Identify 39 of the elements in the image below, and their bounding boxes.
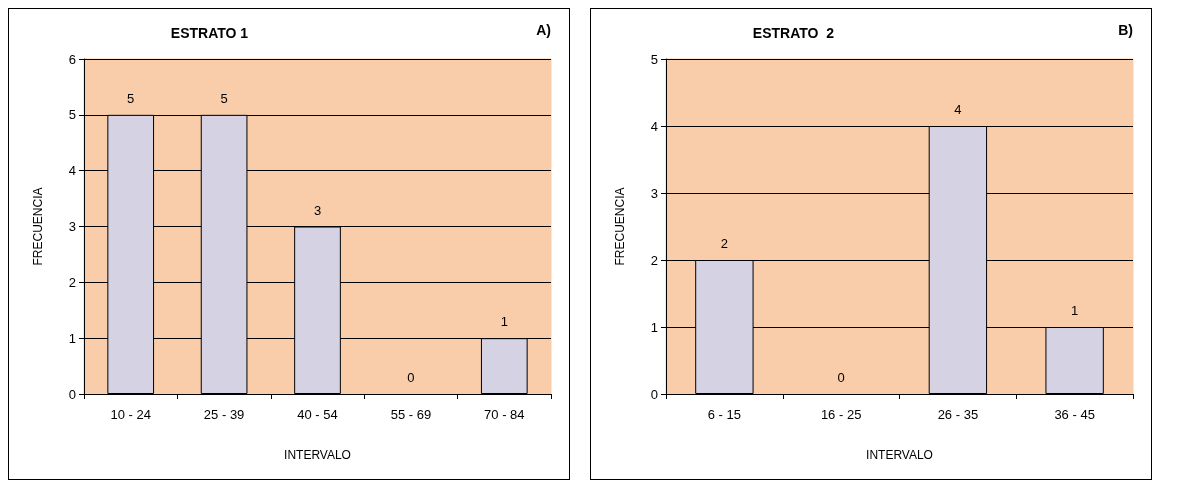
x-tick-label: 10 - 24 <box>110 407 151 422</box>
data-label: 4 <box>954 102 962 117</box>
text: A) <box>536 22 552 38</box>
x-tick-label: 55 - 69 <box>390 407 432 422</box>
data-label: 3 <box>313 202 322 218</box>
y-tick-label: 4 <box>68 163 76 179</box>
y-tick-label: 1 <box>68 330 76 346</box>
chart-title: ESTRATO 1 <box>170 25 249 41</box>
y-tick-label: 0 <box>68 386 76 402</box>
y-tick-label: 3 <box>650 185 658 201</box>
y-tick-label: 5 <box>650 51 658 67</box>
y-tick-label: 0 <box>650 386 658 402</box>
x-tick-label: 36 - 45 <box>1054 407 1095 422</box>
y-tick-label: 2 <box>650 252 658 268</box>
y-axis-title: FRECUENCIA <box>31 187 45 266</box>
x-tick-label: 26 - 35 <box>937 407 979 422</box>
y-tick-label: 6 <box>68 51 76 67</box>
x-tick-label: 70 - 84 <box>484 407 525 422</box>
text: B) <box>1118 22 1134 38</box>
data-label: 1 <box>1071 303 1079 318</box>
y-axis-title: FRECUENCIA <box>613 187 627 266</box>
data-label: 2 <box>720 236 728 251</box>
x-tick-label: 25 - 39 <box>203 407 245 422</box>
y-tick-label: 5 <box>68 107 76 123</box>
y-tick-label: 3 <box>68 219 76 234</box>
data-label: 1 <box>500 314 508 330</box>
chart-title: ESTRATO 2 <box>752 25 835 41</box>
y-tick-label: 4 <box>650 118 658 134</box>
data-label: 5 <box>220 90 228 106</box>
x-axis-title: INTERVALO <box>284 448 351 462</box>
x-axis-title: INTERVALO <box>866 448 933 462</box>
y-tick-label: 1 <box>650 319 658 335</box>
data-label: 0 <box>837 370 845 385</box>
x-tick-label: 6 - 15 <box>707 407 741 422</box>
data-label: 5 <box>127 90 135 106</box>
x-tick-label: 40 - 54 <box>297 407 338 422</box>
x-tick-label: 16 - 25 <box>820 407 862 422</box>
y-tick-label: 2 <box>68 274 76 290</box>
data-label: 0 <box>407 370 415 385</box>
